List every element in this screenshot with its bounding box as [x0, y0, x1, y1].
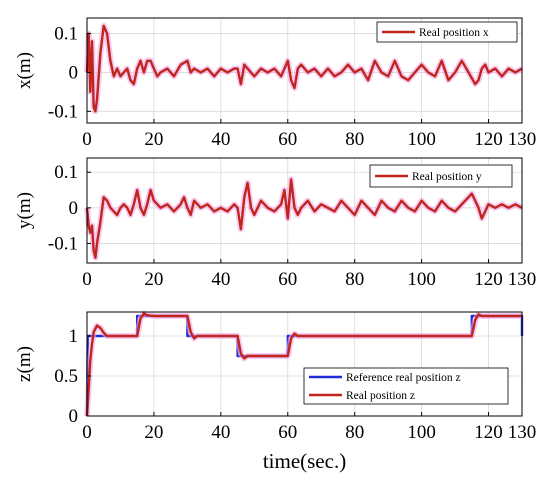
x-tick-label: 120 — [474, 422, 503, 443]
x-tick-label: 100 — [407, 129, 436, 150]
x-tick-label: 100 — [407, 422, 436, 443]
x-tick-label: 0 — [82, 129, 92, 150]
x-tick-label: 80 — [345, 269, 364, 290]
legend-box — [369, 164, 513, 188]
x-tick-label: 20 — [144, 422, 163, 443]
subplot-3: 0 20 40 60 80 100 120 130 1 0.5 0 z(m) Reference rea… — [14, 310, 537, 443]
x-tick-label: 40 — [211, 422, 230, 443]
x-tick-label: 60 — [278, 269, 297, 290]
x-tick-label: 80 — [345, 129, 364, 150]
axes-frame — [86, 17, 523, 124]
x-tick-label: 130 — [508, 269, 537, 290]
x-tick-label: 100 — [407, 269, 436, 290]
x-tick-label: 40 — [211, 269, 230, 290]
y-tick-label: -0.1 — [48, 233, 78, 254]
x-tick-label: 130 — [508, 422, 537, 443]
x-tick-label: 120 — [474, 129, 503, 150]
series-line-1 — [85, 178, 523, 259]
x-tick-label: 20 — [144, 129, 163, 150]
series-halo — [84, 176, 524, 261]
x-tick-label: 130 — [508, 129, 537, 150]
x-tick-label: 120 — [474, 269, 503, 290]
x-tick-label: 0 — [82, 269, 92, 290]
y-tick-label: 0 — [69, 62, 79, 83]
x-tick-label: 60 — [278, 129, 297, 150]
axes-frame — [86, 157, 523, 264]
axes-frame — [86, 311, 523, 417]
y-axis-label: z(m) — [14, 346, 35, 382]
legend: Reference real position z Real position z — [303, 367, 509, 405]
x-tick-label: 0 — [82, 422, 92, 443]
legend: Real position y — [369, 164, 513, 188]
legend: Real position x — [376, 21, 518, 43]
legend-entry: Real position x — [419, 27, 489, 39]
x-tick-label: 40 — [211, 129, 230, 150]
y-tick-label: 0 — [69, 406, 79, 427]
y-tick-label: 0.1 — [54, 24, 78, 45]
x-tick-label: 20 — [144, 269, 163, 290]
x-axis-label: time(sec.) — [263, 449, 346, 473]
y-tick-label: 0.5 — [54, 366, 78, 387]
legend-entry: Real position z — [346, 390, 415, 402]
y-tick-label: 0 — [69, 198, 79, 219]
legend-box — [376, 21, 518, 43]
legend-box — [303, 367, 509, 405]
x-tick-label: 80 — [345, 422, 364, 443]
legend-entry: Real position y — [412, 171, 482, 183]
y-axis-label: y(m) — [14, 192, 35, 229]
x-tick-label: 60 — [278, 422, 297, 443]
legend-entry: Reference real position z — [346, 372, 461, 384]
series-line-1 — [85, 24, 523, 113]
y-axis-label: x(m) — [14, 52, 35, 89]
y-tick-label: 1 — [69, 326, 79, 347]
y-tick-label: -0.1 — [48, 101, 78, 122]
series-line-2 — [85, 312, 522, 417]
y-tick-label: 0.1 — [54, 162, 78, 183]
